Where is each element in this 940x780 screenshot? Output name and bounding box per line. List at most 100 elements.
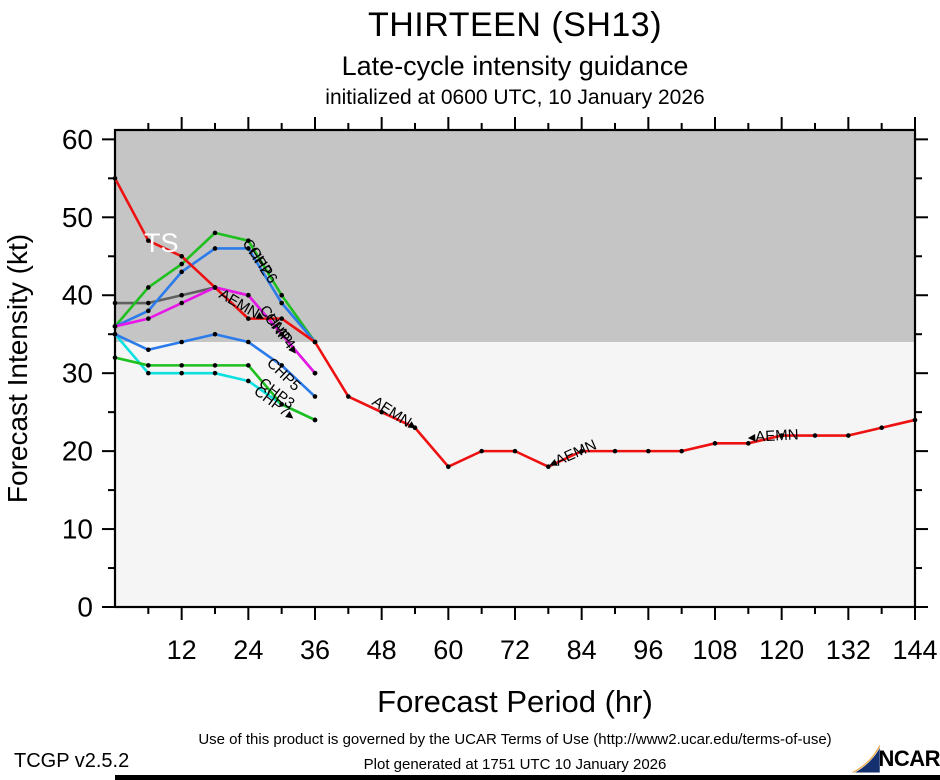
ncar-logo: NCAR — [850, 740, 940, 778]
x-tick-label: 60 — [433, 635, 463, 665]
data-point-chp7 — [246, 378, 251, 384]
data-point-chp5 — [112, 331, 118, 337]
data-point-chp2 — [212, 246, 218, 251]
tcgp-version-text: TCGP v2.5.2 — [14, 750, 130, 772]
data-point-chp3 — [112, 355, 118, 360]
data-point-aemn — [479, 448, 484, 454]
x-axis-label: Forecast Period (hr) — [377, 684, 653, 719]
ncar-logo-sail-icon — [852, 745, 881, 774]
data-point-chp3 — [246, 363, 251, 368]
data-point-aemn — [279, 316, 284, 321]
data-point-aemn — [146, 238, 151, 243]
y-tick-label: 30 — [62, 358, 93, 389]
y-tick-label: 50 — [62, 202, 93, 233]
data-point-aemn — [846, 433, 851, 438]
data-point-chp3 — [146, 363, 151, 368]
ts-region-label: TS — [144, 228, 179, 258]
x-tick-label: 72 — [500, 635, 530, 665]
data-point-chp7 — [179, 370, 184, 376]
data-point-chmp — [146, 316, 151, 321]
data-point-chp3 — [179, 363, 184, 368]
data-point-aemn — [579, 448, 584, 454]
data-point-chp5 — [146, 347, 151, 353]
ncar-logo-text: NCAR — [878, 746, 940, 771]
data-point-chp3 — [279, 402, 284, 407]
x-tick-label: 144 — [892, 635, 937, 665]
data-point-aemn — [879, 425, 884, 431]
y-axis-label: Forecast Intensity (kt) — [2, 234, 33, 503]
data-point-chp2 — [146, 308, 151, 314]
plot-frame — [113, 128, 917, 609]
y-tick-label: 0 — [77, 592, 93, 623]
data-point-chp5 — [312, 394, 318, 399]
x-tick-label: 120 — [759, 635, 804, 665]
data-point-chp3 — [312, 417, 318, 423]
data-point-aemn — [212, 285, 218, 290]
data-point-chp5 — [279, 363, 284, 368]
data-point-chp5 — [179, 339, 184, 345]
page-subtitle: Late-cycle intensity guidance — [341, 51, 689, 81]
x-tick-label: 84 — [567, 635, 597, 665]
data-point-aemn — [646, 448, 651, 454]
title-block: THIRTEEN (SH13) Late-cycle intensity gui… — [95, 0, 935, 110]
below-ts-region — [115, 342, 915, 607]
data-point-aemn — [546, 464, 551, 470]
data-point-chp3 — [212, 363, 218, 368]
data-point-chmp — [246, 292, 251, 298]
data-point-chp4 — [146, 300, 151, 306]
initialization-line: initialized at 0600 UTC, 10 January 2026 — [325, 86, 705, 109]
data-point-chp2 — [279, 300, 284, 306]
data-point-aemn — [412, 425, 418, 431]
data-point-chp4 — [179, 292, 184, 298]
data-point-chp2 — [179, 269, 184, 275]
data-point-aemn — [512, 448, 518, 454]
y-tick-label: 10 — [62, 514, 93, 545]
x-tick-label: 96 — [633, 635, 663, 665]
data-point-aemn — [179, 253, 184, 259]
x-tick-label: 132 — [826, 635, 871, 665]
data-point-chmp — [112, 324, 118, 329]
x-tick-label: 36 — [300, 635, 330, 665]
data-point-aemn — [712, 441, 718, 446]
bottom-bar — [115, 775, 940, 780]
data-point-aemn — [112, 176, 118, 181]
data-point-chp6 — [246, 238, 251, 243]
data-point-aemn — [746, 441, 751, 446]
line-label-aemn: ◂AEMN — [747, 426, 799, 446]
data-point-aemn — [912, 417, 918, 423]
x-tick-label: 108 — [692, 635, 737, 665]
data-point-aemn — [312, 339, 318, 345]
data-point-chmp — [312, 370, 318, 376]
data-point-chmp — [279, 331, 284, 337]
data-point-chp7 — [212, 370, 218, 376]
data-point-chmp — [179, 300, 184, 306]
data-point-aemn — [246, 316, 251, 321]
data-point-chp6 — [212, 230, 218, 236]
data-point-chp7 — [146, 370, 151, 376]
x-tick-label: 48 — [367, 635, 397, 665]
data-point-aemn — [779, 433, 784, 438]
terms-of-use-text: Use of this product is governed by the U… — [198, 731, 832, 748]
data-point-aemn — [612, 448, 618, 454]
data-point-chp6 — [179, 261, 184, 267]
x-tick-label: 24 — [233, 635, 263, 665]
x-tick-label: 12 — [167, 635, 197, 665]
data-point-chp5 — [246, 339, 251, 345]
y-tick-label: 60 — [62, 124, 93, 155]
data-point-aemn — [379, 409, 384, 415]
data-point-aemn — [812, 433, 818, 438]
y-tick-label: 20 — [62, 436, 93, 467]
data-point-aemn — [346, 394, 351, 399]
data-point-chp2 — [246, 246, 251, 251]
data-point-chp6 — [279, 292, 284, 298]
data-point-chp4 — [112, 300, 118, 306]
data-point-aemn — [446, 464, 451, 470]
plot-generated-text: Plot generated at 1751 UTC 10 January 20… — [363, 756, 667, 773]
y-tick-label: 40 — [62, 280, 93, 311]
ts-shading-region — [115, 130, 915, 342]
data-point-chp6 — [146, 285, 151, 290]
data-point-aemn — [679, 448, 684, 454]
